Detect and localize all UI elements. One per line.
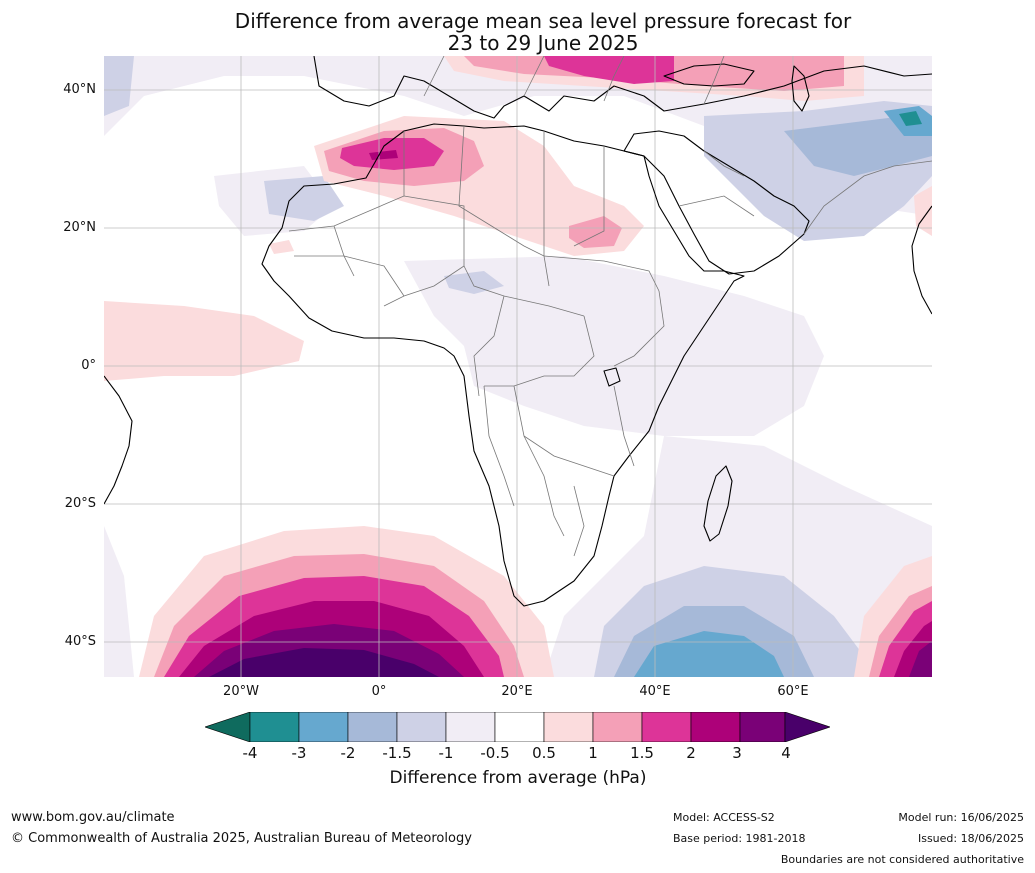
colorbar-tick: 1.5 <box>630 744 654 762</box>
colorbar-tick: -0.5 <box>480 744 510 762</box>
base-period: Base period: 1981-2018 <box>673 832 806 845</box>
anomaly-region-light-pink-india <box>914 186 932 236</box>
colorbar-tick: 1 <box>588 744 598 762</box>
title-line-1: Difference from average mean sea level p… <box>234 9 852 33</box>
colorbar-swatch-n3 <box>249 712 300 742</box>
lon-label-20e: 20°E <box>501 684 533 699</box>
lon-label-0: 0° <box>371 684 387 699</box>
anomaly-region-light-lavender-west <box>104 526 134 677</box>
colorbar-swatch-n15 <box>347 712 398 742</box>
anomaly-region-mid-blue-southern <box>634 631 784 677</box>
pressure-anomaly-map <box>104 56 932 677</box>
lat-label-40s: 40°S <box>64 634 96 649</box>
anomaly-region-deep-purple-southatlantic <box>209 648 439 677</box>
colorbar-tick: -1.5 <box>382 744 412 762</box>
colorbar-tick: -1 <box>438 744 454 762</box>
anomaly-region-lavender-sahel-small <box>444 271 504 294</box>
africa-coastline <box>261 123 745 607</box>
anomaly-region-teal-asia <box>899 111 922 126</box>
copyright-text: © Commonwealth of Australia 2025, Austra… <box>11 831 472 846</box>
arabia-coastline <box>623 130 810 275</box>
coastlines <box>104 56 932 607</box>
title-line-2: 23 to 29 June 2025 <box>447 31 639 55</box>
colorbar-max-extend <box>784 712 830 742</box>
south-america-coastline <box>104 375 133 505</box>
issued-date: Issued: 18/06/2025 <box>917 832 1024 845</box>
country-borders <box>288 56 932 557</box>
lon-label-60e: 60°E <box>777 684 809 699</box>
anomaly-region-dark-magenta-sahara <box>369 150 398 160</box>
colorbar-tick: 3 <box>732 744 742 762</box>
europe-coastline <box>313 56 932 119</box>
colorbar-swatch-p15 <box>641 712 692 742</box>
lat-label-20n: 20°N <box>63 220 96 235</box>
madagascar-coastline <box>703 465 733 542</box>
lat-label-20s: 20°S <box>64 496 96 511</box>
boundaries-disclaimer: Boundaries are not considered authoritat… <box>780 853 1024 866</box>
colorbar-tick: 2 <box>686 744 696 762</box>
colorbar-label: Difference from average (hPa) <box>389 768 647 788</box>
lat-label-40n: 40°N <box>63 82 96 97</box>
colorbar <box>205 712 830 742</box>
colorbar-tick: -2 <box>340 744 356 762</box>
anomaly-region-light-pink-atlantic <box>104 301 304 381</box>
model-name: Model: ACCESS-S2 <box>673 811 775 824</box>
india-coastline <box>911 205 932 315</box>
colorbar-swatch-p3 <box>739 712 786 742</box>
colorbar-tick: 4 <box>781 744 791 762</box>
colorbar-tick: 0.5 <box>532 744 556 762</box>
anomaly-region-light-pink-small <box>269 240 294 254</box>
colorbar-swatch-zero <box>494 712 545 742</box>
anomaly-region-pink-egypt <box>569 216 622 248</box>
lon-label-20w: 20°W <box>223 684 259 699</box>
lat-label-0: 0° <box>81 358 96 373</box>
colorbar-swatch-p2 <box>690 712 741 742</box>
lake-victoria-coastline <box>603 367 621 387</box>
colorbar-tick: -3 <box>291 744 307 762</box>
anomaly-region-blue-mideast <box>784 116 932 176</box>
chart-title: Difference from average mean sea level p… <box>0 10 1035 54</box>
colorbar-swatch-n2 <box>298 712 349 742</box>
anomaly-region-lavender-topleft <box>104 56 134 116</box>
black-sea-coastline <box>663 63 755 87</box>
anomaly-region-light-lavender-sahel <box>404 256 824 436</box>
anomaly-region-magenta-europe <box>544 56 674 84</box>
colorbar-swatch-n1 <box>396 712 447 742</box>
lon-label-40e: 40°E <box>639 684 671 699</box>
colorbar-swatch-p1 <box>592 712 643 742</box>
graticule <box>104 56 932 677</box>
colorbar-min-extend <box>205 712 251 742</box>
anomaly-region-lavender-atlantic <box>264 176 344 221</box>
caspian-coastline <box>791 65 810 112</box>
model-run-date: Model run: 16/06/2025 <box>898 811 1024 824</box>
anomaly-region-purple-east <box>909 641 932 677</box>
website-link[interactable]: www.bom.gov.au/climate <box>11 810 175 825</box>
anomaly-region-light-lavender-north <box>104 56 932 216</box>
colorbar-swatch-n05 <box>445 712 496 742</box>
colorbar-swatch-p05 <box>543 712 594 742</box>
colorbar-tick: -4 <box>242 744 258 762</box>
